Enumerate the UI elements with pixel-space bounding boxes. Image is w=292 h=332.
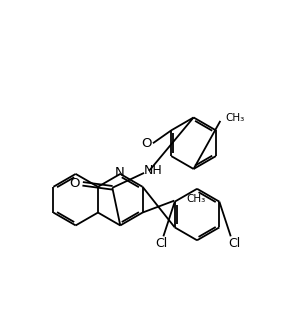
Text: O: O (69, 177, 80, 190)
Text: CH₃: CH₃ (186, 194, 205, 204)
Text: CH₃: CH₃ (225, 113, 244, 123)
Text: O: O (141, 137, 151, 150)
Text: Cl: Cl (155, 237, 168, 250)
Text: Cl: Cl (229, 237, 241, 250)
Text: N: N (114, 166, 124, 179)
Text: NH: NH (144, 164, 162, 177)
